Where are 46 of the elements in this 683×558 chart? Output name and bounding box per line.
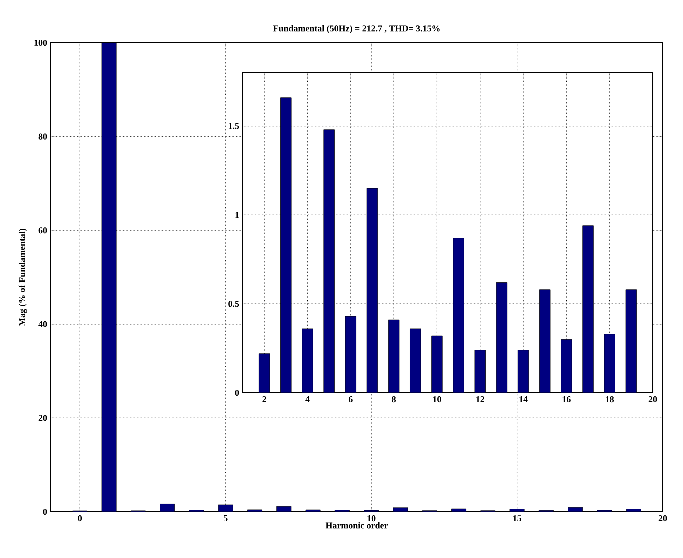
chart-title: Fundamental (50Hz) = 212.7 , THD= 3.15% xyxy=(273,25,440,34)
x-tick-label: 4 xyxy=(306,396,310,402)
bar xyxy=(540,290,551,393)
bar xyxy=(604,334,616,393)
y-tick-label: 0 xyxy=(235,390,240,396)
bar xyxy=(345,316,356,393)
x-tick-label: 6 xyxy=(348,396,353,403)
y-tick-label: 60 xyxy=(38,228,48,234)
bar xyxy=(496,282,508,393)
bar xyxy=(626,290,638,393)
bar xyxy=(258,354,270,393)
bar xyxy=(518,350,530,393)
bar xyxy=(366,188,378,393)
bar xyxy=(432,336,443,393)
x-tick-label: 0 xyxy=(78,516,82,522)
x-tick-label: 18 xyxy=(606,396,614,403)
y-tick-label: 1.5 xyxy=(228,123,240,130)
bar xyxy=(324,130,335,393)
y-tick-label: 80 xyxy=(38,134,48,140)
y-tick-label: 40 xyxy=(38,321,48,328)
x-axis-title: Harmonic order xyxy=(326,522,388,529)
bar xyxy=(388,320,400,393)
bar xyxy=(280,98,292,393)
x-tick-label: 16 xyxy=(562,396,571,403)
y-tick-label: 20 xyxy=(38,415,48,422)
x-tick-label: 10 xyxy=(433,396,442,403)
x-tick-label: 14 xyxy=(520,396,528,402)
x-tick-label: 15 xyxy=(514,516,522,522)
y-tick-label: 100 xyxy=(34,40,48,46)
y-axis-title: Mag (% of Fundamental) xyxy=(18,228,28,326)
x-tick-label: 10 xyxy=(368,516,376,522)
bar xyxy=(582,226,594,393)
x-tick-label: 2 xyxy=(262,396,266,402)
y-tick-label: 0 xyxy=(43,508,48,516)
bar xyxy=(561,339,572,393)
bar xyxy=(453,238,464,393)
bar xyxy=(410,328,422,393)
x-tick-label: 5 xyxy=(224,516,228,522)
y-tick-label: 1 xyxy=(236,212,240,218)
x-tick-label: 12 xyxy=(476,396,484,402)
bar xyxy=(474,350,486,393)
bar xyxy=(302,328,314,393)
x-tick-label: 8 xyxy=(392,396,396,403)
x-tick-label: 20 xyxy=(648,396,658,403)
x-tick-label: 20 xyxy=(658,516,668,522)
y-tick-label: 0.5 xyxy=(228,301,240,308)
